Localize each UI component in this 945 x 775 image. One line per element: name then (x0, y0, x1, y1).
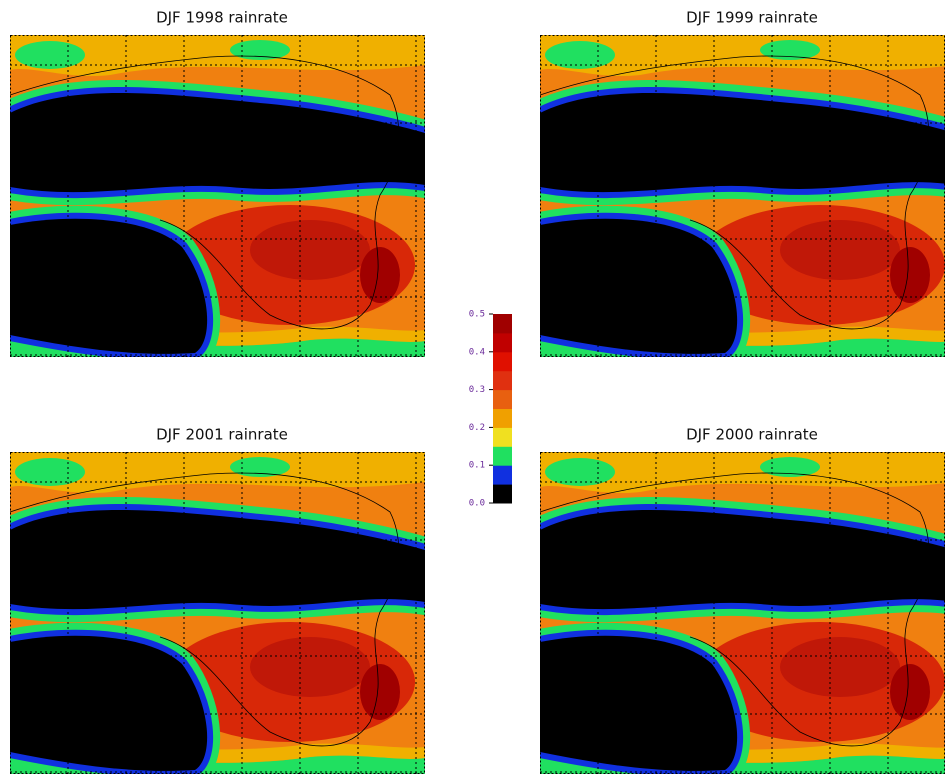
colorbar-swatch (493, 408, 512, 428)
colorbar-swatch (493, 446, 512, 466)
colorbar-swatch (493, 389, 512, 409)
rain-red (780, 220, 900, 280)
rain-dark-red (890, 247, 930, 303)
rain-green (760, 457, 820, 477)
dry-area (540, 218, 738, 354)
colorbar-label: 0.1 (469, 461, 485, 471)
colorbar-swatch (493, 484, 512, 504)
dry-area (540, 635, 738, 771)
rain-dark-red (360, 247, 400, 303)
coastline (10, 55, 400, 330)
colorbar-swatch (493, 332, 512, 353)
dry-area (10, 635, 208, 771)
dry-area (10, 510, 425, 610)
map-panel (540, 35, 945, 357)
colorbar-label: 0.2 (469, 423, 485, 433)
coastline (540, 472, 930, 747)
rain-green (760, 40, 820, 60)
panel-title: DJF 1998 rainrate (156, 9, 288, 27)
rain-red (250, 637, 370, 697)
colorbar-swatch (493, 465, 512, 485)
colorbar-swatch (493, 314, 512, 334)
panel-title: DJF 2001 rainrate (156, 426, 288, 444)
panel-title: DJF 2000 rainrate (686, 426, 818, 444)
dry-area (10, 93, 425, 193)
dry-area (540, 510, 945, 610)
rain-green (230, 40, 290, 60)
rain-red (250, 220, 370, 280)
rain-dark-red (890, 664, 930, 720)
coastline (10, 472, 400, 747)
coastline (540, 55, 930, 330)
panel-title: DJF 1999 rainrate (686, 9, 818, 27)
rain-yellow (540, 452, 945, 493)
panel-frame (10, 452, 425, 774)
colorbar-swatch (493, 370, 512, 391)
colorbar-label: 0.5 (469, 310, 485, 320)
colorbar-label: 0.0 (469, 499, 485, 509)
colorbar-label: 0.4 (469, 347, 485, 357)
rain-yellow (10, 452, 425, 494)
rain-yellow (540, 35, 945, 76)
rain-yellow (10, 35, 425, 77)
map-panel (10, 35, 425, 357)
rain-red (780, 637, 900, 697)
map-panel (540, 452, 945, 774)
rain-green (230, 457, 290, 477)
rain-dark-red (360, 664, 400, 720)
colorbar-swatch (493, 427, 512, 447)
panel-frame (10, 35, 425, 357)
colorbar-label: 0.3 (469, 385, 485, 395)
dry-area (540, 93, 945, 193)
dry-area (10, 218, 208, 354)
colorbar-swatch (493, 351, 512, 372)
map-panel (10, 452, 425, 774)
